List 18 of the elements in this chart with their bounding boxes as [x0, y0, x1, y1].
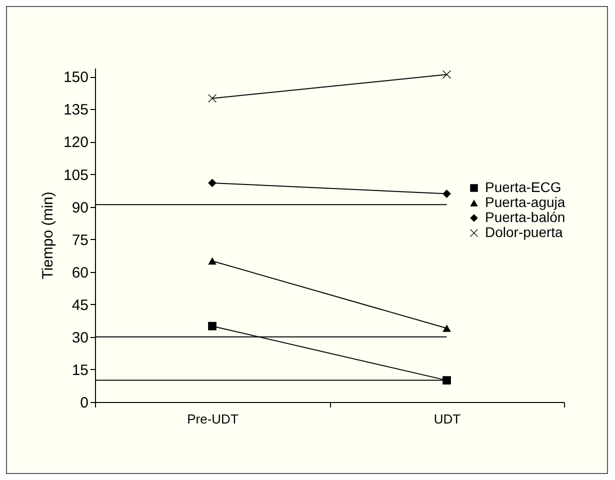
- y-tick-label: 135: [63, 102, 88, 119]
- x-tick-label: UDT: [434, 412, 461, 426]
- legend-label: Puerta-ECG: [485, 179, 562, 195]
- x-tick-label: Pre-UDT: [187, 412, 238, 426]
- legend-label: Puerta-aguja: [485, 194, 566, 210]
- y-tick-label: 75: [72, 232, 88, 249]
- y-tick-label: 150: [63, 69, 88, 86]
- y-tick-label: 105: [63, 166, 88, 184]
- y-tick-label: 120: [63, 134, 88, 152]
- y-tick-label: 30: [72, 329, 88, 346]
- y-tick-label: 60: [72, 264, 88, 282]
- y-tick-label: 15: [72, 362, 88, 379]
- y-tick-label: 0: [80, 394, 88, 412]
- legend-label: Dolor-puerta: [485, 224, 564, 240]
- y-axis-title: Tiempo (min): [39, 192, 56, 280]
- legend-label: Puerta-balón: [485, 209, 566, 225]
- y-tick-label: 45: [72, 296, 88, 314]
- y-tick-label: 90: [72, 199, 88, 216]
